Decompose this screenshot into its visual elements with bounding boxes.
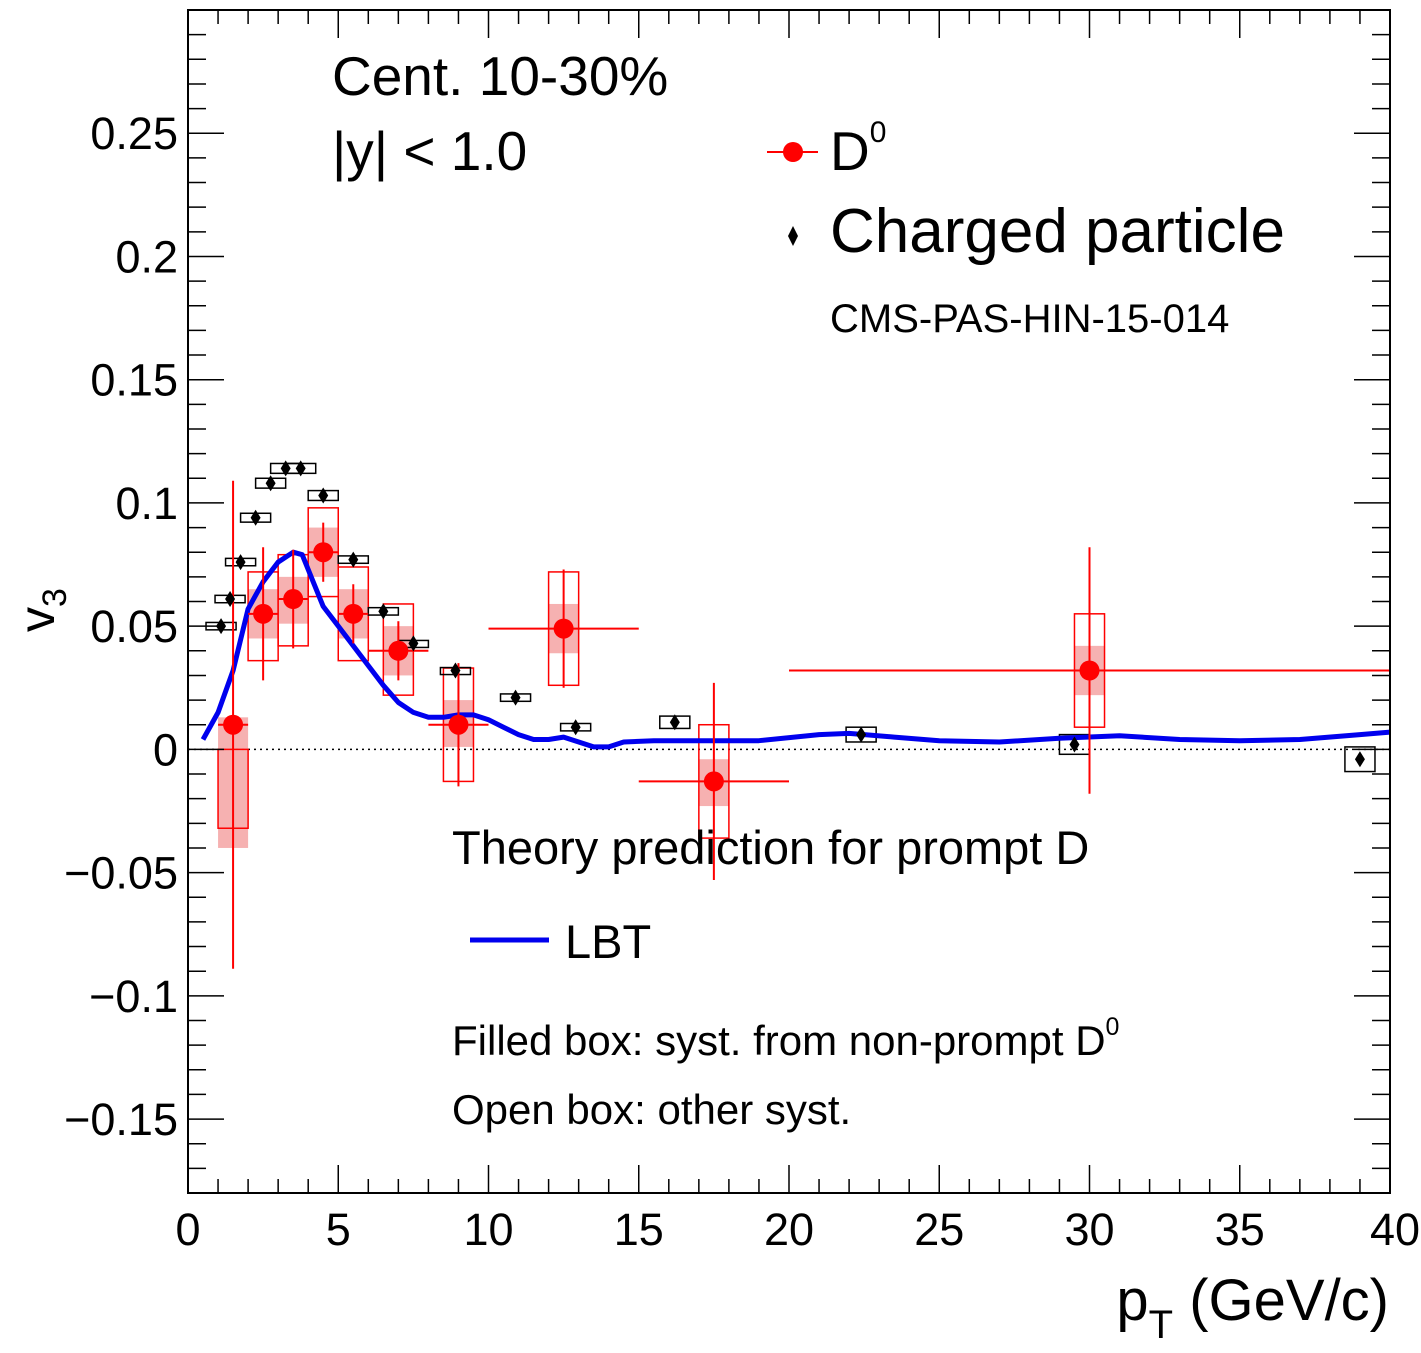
d0-point-0: [223, 714, 244, 735]
charged-point-5: [280, 460, 291, 477]
y-tick-label: 0.1: [115, 478, 178, 529]
charged-point-11: [450, 662, 461, 679]
legend-d0-marker: [783, 142, 803, 162]
legend-lbt-label: LBT: [565, 915, 651, 968]
x-tick-label: 0: [175, 1204, 200, 1255]
y-tick-label: 0: [153, 724, 178, 775]
y-tick-label: 0.25: [90, 108, 178, 159]
x-tick-label: 15: [614, 1204, 664, 1255]
x-tick-label: 20: [764, 1204, 814, 1255]
charged-point-14: [669, 714, 680, 731]
d0-point-3: [313, 542, 334, 563]
legend-d0-label: D0: [830, 116, 886, 182]
y-axis-title-main: v: [9, 607, 65, 632]
charged-point-15: [856, 726, 867, 743]
d0-point-7: [553, 618, 574, 639]
axes-frame-layer: 0 5 10 15 20 25 30 35 40 −0.15 −0.1 −0.05 0 0.05 0.1 0.…: [64, 9, 1420, 1255]
d0-point-2: [283, 589, 304, 610]
charged-point-7: [318, 487, 329, 504]
markers-layer: [216, 460, 1365, 792]
charged-point-6: [295, 460, 306, 477]
x-tick-label: 30: [1064, 1204, 1114, 1255]
lbt-curve-layer: [200, 549, 1391, 750]
filled-box-note-sup: 0: [1106, 1013, 1120, 1041]
charged-point-16: [1069, 736, 1080, 753]
error-bars-layer: [218, 480, 1390, 969]
legend-d0-text: D: [830, 120, 870, 182]
charged-point-9: [378, 603, 389, 620]
charged-point-3: [250, 509, 261, 526]
x-tick-label: 10: [463, 1204, 513, 1255]
y-tick-label: −0.15: [64, 1094, 178, 1145]
cms-reference-label: CMS-PAS-HIN-15-014: [830, 297, 1229, 341]
d0-point-6: [448, 714, 469, 735]
charged-point-17: [1354, 751, 1365, 768]
d0-point-9: [1079, 660, 1100, 681]
y-axis-title: v3: [9, 588, 74, 632]
y-tick-label: −0.05: [64, 848, 178, 899]
x-tick-label: 25: [914, 1204, 964, 1255]
x-axis-title-main: p: [1116, 1268, 1148, 1333]
x-tick-label: 40: [1370, 1204, 1420, 1255]
y-tick-label: 0.15: [90, 355, 178, 406]
d0-point-8: [703, 771, 724, 792]
y-axis-title-sub: 3: [36, 588, 74, 607]
d0-point-5: [388, 640, 409, 661]
y-tick-label: −0.1: [89, 971, 178, 1022]
y-tick-label: 0.2: [115, 231, 178, 282]
x-tick-label: 35: [1215, 1204, 1265, 1255]
filled-box-note-text: Filled box: syst. from non-prompt D: [452, 1017, 1106, 1064]
rapidity-label: |y| < 1.0: [332, 120, 527, 182]
systematic-boxes-layer: [205, 462, 1376, 848]
lbt-curve: [200, 549, 1391, 750]
charged-sys-box-17: [1344, 746, 1376, 773]
centrality-label: Cent. 10-30%: [332, 45, 668, 107]
filled-box-note: Filled box: syst. from non-prompt D0: [452, 1013, 1119, 1064]
charged-point-1: [225, 591, 236, 608]
charged-point-4: [265, 475, 276, 492]
x-tick-label: 5: [326, 1204, 351, 1255]
d0-point-1: [253, 603, 274, 624]
charged-point-8: [348, 551, 359, 568]
legend-charged-marker: [788, 226, 798, 246]
x-axis-title: pT (GeV/c): [1116, 1268, 1389, 1347]
y-tick-label: 0.05: [90, 601, 178, 652]
d0-point-4: [343, 603, 364, 624]
charged-point-12: [510, 689, 521, 706]
charged-point-10: [408, 635, 419, 652]
x-axis-title-sub: T: [1149, 1303, 1173, 1347]
charged-point-2: [235, 554, 246, 571]
x-axis-title-unit: (GeV/c): [1173, 1268, 1389, 1333]
theory-title: Theory prediction for prompt D: [452, 821, 1089, 874]
charged-point-13: [570, 719, 581, 736]
legend-charged-label: Charged particle: [830, 197, 1285, 266]
legend-d0-sup: 0: [870, 116, 887, 149]
open-box-note: Open box: other syst.: [452, 1086, 851, 1133]
